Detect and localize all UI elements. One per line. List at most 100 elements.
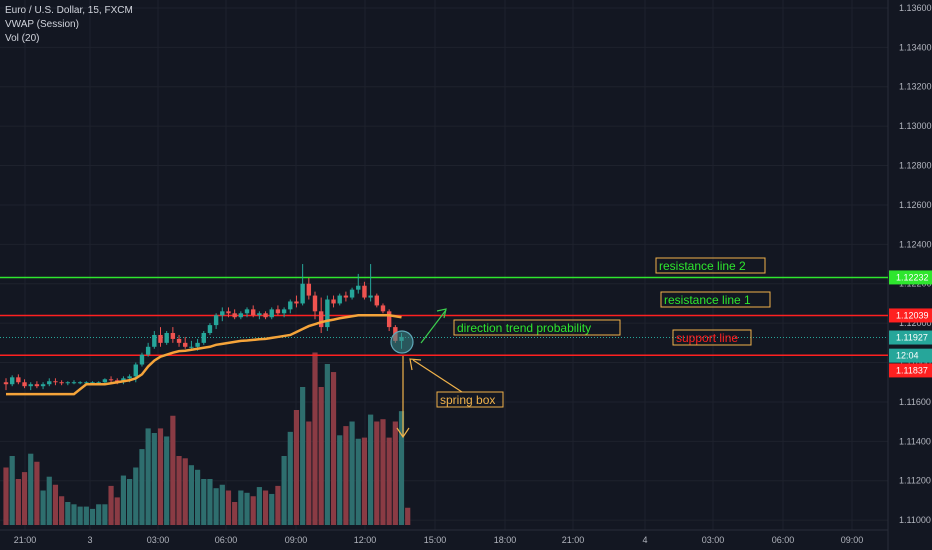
volume-bar: [219, 484, 225, 525]
volume-bar: [306, 421, 312, 525]
x-tick-label: 06:00: [772, 535, 795, 545]
volume-bar: [392, 421, 398, 525]
volume-bar: [157, 428, 164, 525]
y-tick-label: 1.11000: [899, 515, 931, 525]
candle-body: [28, 384, 33, 387]
candle-body: [213, 315, 219, 326]
volume-bar: [133, 467, 139, 525]
candle-body: [139, 354, 145, 365]
volume-bar: [34, 461, 40, 525]
y-tick-label: 1.13400: [899, 42, 932, 52]
volume-bar: [262, 490, 269, 525]
candle-body: [77, 382, 83, 384]
volume-bar: [170, 415, 176, 525]
candle-body: [71, 382, 77, 384]
volume-bar: [244, 492, 250, 525]
candle-body: [176, 338, 182, 343]
volume-bar: [28, 453, 34, 525]
y-tick-label: 1.12000: [899, 318, 932, 328]
y-tick-label: 1.11600: [899, 397, 931, 407]
candle-body: [40, 384, 46, 387]
volume-bar: [139, 449, 145, 525]
volume-bar: [151, 433, 157, 525]
y-tick-label: 1.13000: [899, 121, 932, 131]
candle-body: [152, 334, 157, 347]
candle-body: [102, 379, 108, 383]
volume-bar: [194, 469, 201, 525]
candle-body: [90, 382, 95, 384]
resistance-line-1-label-box[interactable]: [660, 291, 771, 308]
y-tick-label: 1.13600: [899, 3, 932, 13]
candle-body: [244, 309, 250, 314]
spring-box-circle[interactable]: [390, 330, 414, 354]
candle-body: [226, 311, 231, 314]
candle-body: [84, 382, 89, 384]
vwap-indicator-label[interactable]: VWAP (Session): [5, 19, 79, 30]
symbol-title[interactable]: Euro / U.S. Dollar, 15, FXCM: [5, 5, 133, 16]
volume-bar: [337, 435, 343, 525]
price-tag: [889, 308, 932, 323]
x-tick-label: 21:00: [14, 535, 37, 545]
candle-body: [374, 295, 379, 306]
resistance-line-2-label: resistance line 2: [659, 259, 746, 273]
trend-arrow: [420, 309, 447, 344]
volume-bar: [176, 456, 182, 525]
x-tick-label: 4: [642, 535, 647, 545]
candle-body: [145, 346, 151, 355]
candle-body: [294, 301, 299, 304]
candle-body: [318, 311, 324, 328]
volume-bar: [355, 438, 361, 525]
x-tick-label: 15:00: [424, 535, 447, 545]
volume-bar: [374, 421, 380, 525]
candle-body: [127, 376, 132, 379]
volume-bar: [361, 437, 368, 525]
volume-bar: [287, 431, 293, 525]
y-tick-label: 1.13200: [899, 82, 932, 92]
price-tag-label: 1.12232: [896, 272, 929, 282]
candle-body: [189, 346, 194, 348]
volume-bar: [164, 436, 170, 525]
volume-bar: [398, 411, 405, 525]
candle-body: [312, 295, 318, 312]
volume-bar: [250, 496, 256, 525]
volume-indicator-label[interactable]: Vol (20): [5, 33, 40, 44]
direction-trend-label: direction trend probability: [457, 321, 591, 335]
candle-body: [108, 379, 114, 381]
candle-body: [207, 325, 213, 333]
candle-body: [158, 334, 163, 343]
volume-bar: [343, 426, 349, 525]
support-line-label-box[interactable]: [672, 329, 752, 346]
candle-body: [47, 381, 52, 385]
volume-bar: [59, 496, 65, 525]
volume-bar: [15, 479, 21, 525]
volume-bar: [46, 476, 52, 525]
candle-body: [337, 295, 342, 304]
volume-bar: [269, 493, 275, 525]
candle-body: [275, 309, 281, 314]
volume-bar: [120, 475, 127, 525]
volume-bar: [232, 502, 238, 525]
resistance-line-2-label-box[interactable]: [655, 257, 766, 274]
spring-box-label-box[interactable]: [436, 391, 504, 408]
candle-body: [59, 382, 64, 384]
candle-body: [201, 332, 206, 343]
volume-bar: [256, 487, 262, 525]
trend-arrow-head: [436, 308, 447, 319]
candle-body: [251, 309, 256, 316]
candle-body: [195, 342, 200, 347]
volume-bar: [77, 506, 83, 525]
volume-bar: [312, 352, 318, 525]
candle-body: [65, 382, 70, 384]
x-tick-label: 3: [87, 535, 92, 545]
volume-bar: [201, 479, 207, 525]
x-tick-label: 06:00: [215, 535, 238, 545]
volume-bar: [3, 467, 9, 525]
direction-trend-label-box[interactable]: [453, 319, 621, 336]
volume-bar: [380, 419, 386, 525]
price-tag: [889, 330, 932, 345]
candle-body: [16, 377, 21, 383]
y-tick-label: 1.11200: [899, 476, 931, 486]
volume-bar: [207, 479, 213, 525]
candle-body: [288, 301, 293, 310]
